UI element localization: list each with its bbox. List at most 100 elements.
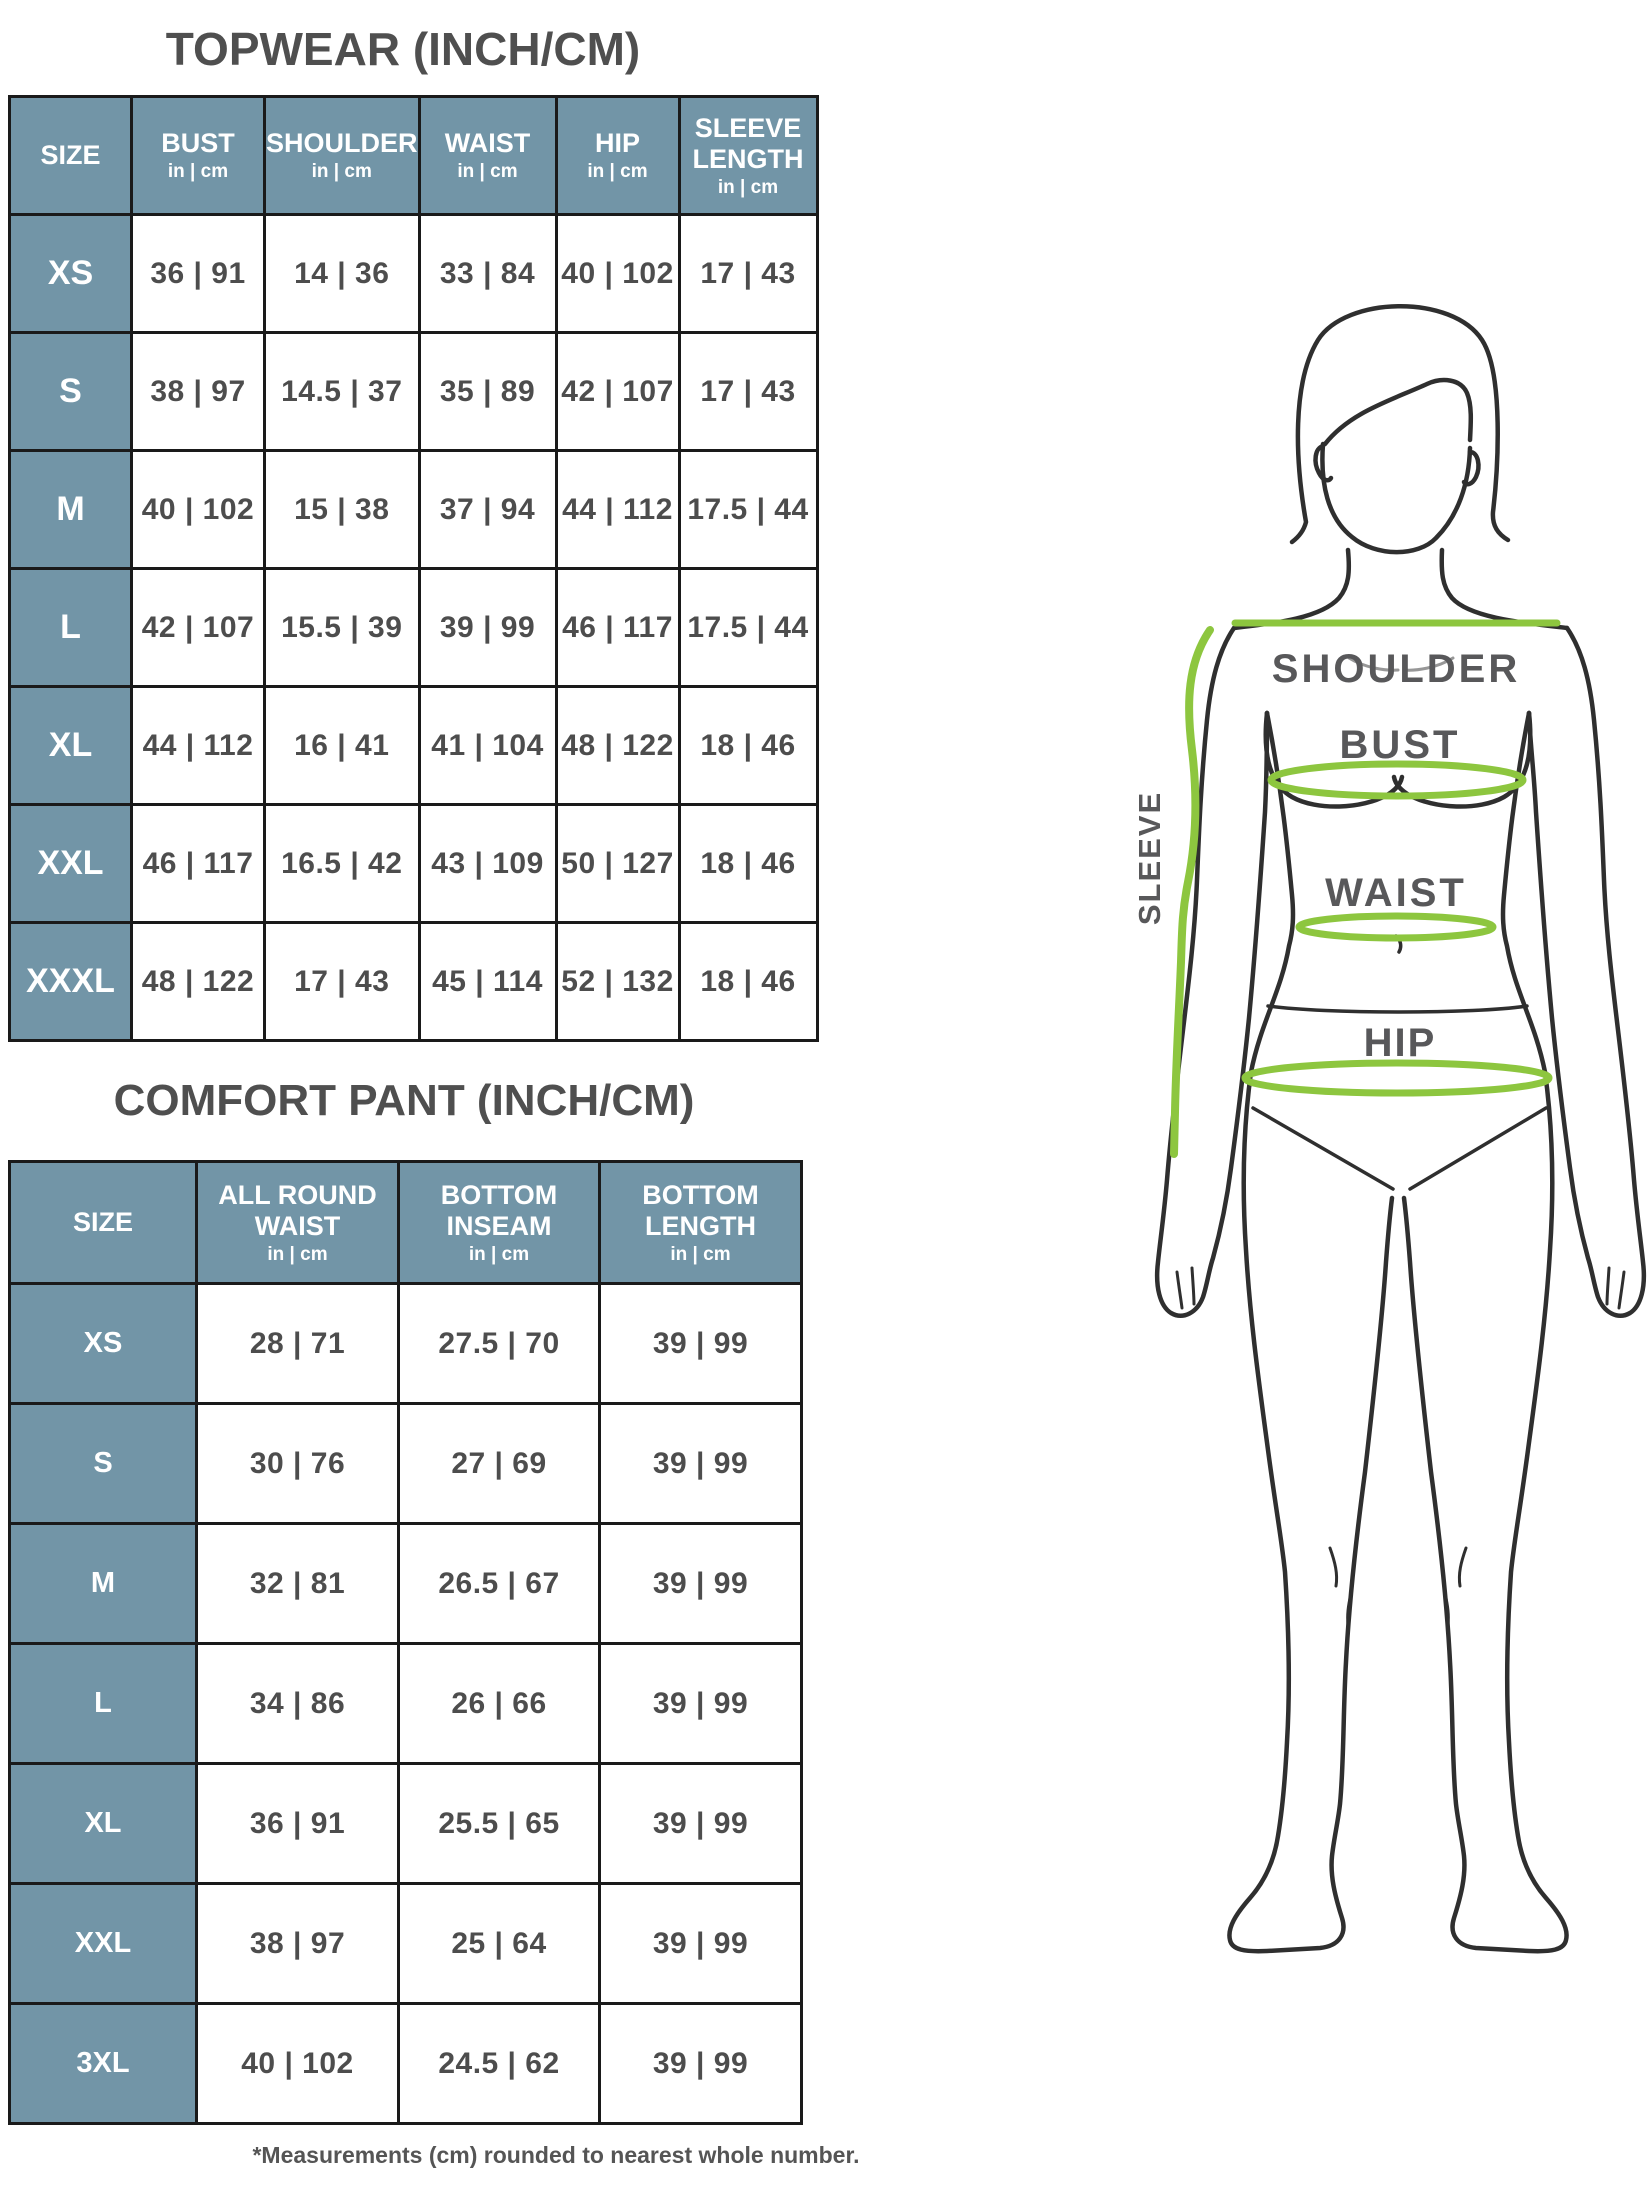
column-header-bottom-length: BOTTOM LENGTH in | cm — [598, 1160, 803, 1285]
column-label: SHOULDER — [266, 128, 418, 159]
measurement-cell: 36 | 91 — [195, 1762, 400, 1885]
column-label: BOTTOM LENGTH — [642, 1179, 759, 1241]
size-row-s: S 30 | 76 27 | 69 39 | 99 — [8, 1402, 803, 1525]
left-leg — [1227, 1069, 1395, 1954]
measurement-cell: 41 | 104 — [417, 685, 558, 806]
column-unit-label: in | cm — [587, 161, 648, 183]
collarbone-right — [1402, 656, 1455, 672]
hair-outline — [1289, 304, 1511, 545]
size-row-l: L 42 | 107 15.5 | 39 39 | 99 46 | 117 17.5 | … — [8, 567, 819, 688]
column-header-size: SIZE — [8, 1160, 198, 1285]
hip-label: HIP — [1364, 1021, 1437, 1065]
measurement-labels: SHOULDER BUST WAIST HIP SLEEVE — [1132, 647, 1520, 1065]
measurement-cell: 18 | 46 — [677, 921, 819, 1042]
measurement-cell: 27.5 | 70 — [397, 1282, 601, 1405]
left-arm — [1154, 625, 1270, 1318]
sleeve-label: SLEEVE — [1132, 791, 1167, 925]
measurement-cell: 25.5 | 65 — [397, 1762, 601, 1885]
right-knee-marks — [1443, 1546, 1468, 1626]
collarbone-left — [1347, 656, 1400, 672]
measurement-cell: 32 | 81 — [195, 1522, 400, 1645]
size-cell: L — [8, 1642, 198, 1765]
header-row: SIZE BUST in | cm SHOULDER in | cm WAIST in | … — [8, 95, 819, 216]
measurement-cell: 36 | 91 — [130, 213, 266, 334]
header-row: SIZE ALL ROUND WAIST in | cm BOTTOM INSEAM i… — [8, 1160, 803, 1285]
column-header-size: SIZE — [8, 95, 133, 216]
column-header-waist: WAIST in | cm — [417, 95, 558, 216]
size-cell: S — [8, 331, 133, 452]
measurement-cell: 14 | 36 — [263, 213, 421, 334]
size-cell: XL — [8, 685, 133, 806]
hip-top-line — [1266, 1004, 1529, 1014]
measurement-cell: 24.5 | 62 — [397, 2002, 601, 2125]
column-header-all-round-waist: ALL ROUND WAIST in | cm — [195, 1160, 400, 1285]
measurement-cell: 45 | 114 — [417, 921, 558, 1042]
measurement-cell: 40 | 102 — [554, 213, 681, 334]
measurement-cell: 39 | 99 — [598, 1522, 803, 1645]
measurement-cell: 17.5 | 44 — [677, 567, 819, 688]
column-header-shoulder: SHOULDER in | cm — [263, 95, 421, 216]
measurement-cell: 42 | 107 — [554, 331, 681, 452]
measurement-cell: 33 | 84 — [417, 213, 558, 334]
bust-measure-ellipse — [1267, 760, 1527, 800]
column-label: SIZE — [40, 139, 101, 170]
bust-curve-left — [1263, 710, 1405, 809]
shoulder-label: SHOULDER — [1272, 647, 1520, 691]
measurement-cell: 39 | 99 — [417, 567, 558, 688]
measurement-cell: 44 | 112 — [130, 685, 266, 806]
column-unit-label: in | cm — [468, 1243, 530, 1265]
measurement-cell: 44 | 112 — [554, 449, 681, 570]
topwear-size-table: SIZE BUST in | cm SHOULDER in | cm WAIST in | … — [8, 95, 819, 1042]
measurement-cell: 18 | 46 — [677, 803, 819, 924]
column-label: SLEEVE LENGTH — [692, 112, 804, 174]
size-cell: 3XL — [8, 2002, 198, 2125]
column-label: HIP — [595, 128, 641, 159]
column-header-sleeve-length: SLEEVE LENGTH in | cm — [677, 95, 819, 216]
measurement-cell: 38 | 97 — [195, 1882, 400, 2005]
size-cell: L — [8, 567, 133, 688]
measurement-cell: 42 | 107 — [130, 567, 266, 688]
measurement-lines — [1170, 619, 1561, 1158]
column-label: BUST — [161, 128, 235, 159]
column-unit-label: in | cm — [457, 161, 518, 183]
measurement-cell: 37 | 94 — [417, 449, 558, 570]
measurement-cell: 39 | 99 — [598, 1402, 803, 1525]
size-row-xs: XS 36 | 91 14 | 36 33 | 84 40 | 102 17 | 43 — [8, 213, 819, 334]
waist-measure-ellipse — [1295, 912, 1497, 942]
size-cell: XXL — [8, 1882, 198, 2005]
neck-right — [1439, 547, 1570, 631]
measurement-cell: 15 | 38 — [263, 449, 421, 570]
body-outline-illustration: SHOULDER BUST WAIST HIP SLEEVE — [1132, 304, 1647, 1954]
measurement-footnote: *Measurements (cm) rounded to nearest wh… — [252, 2142, 860, 2168]
torso-left-side — [1248, 710, 1296, 1075]
measurement-cell: 40 | 102 — [130, 449, 266, 570]
measurement-cell: 27 | 69 — [397, 1402, 601, 1525]
waist-label: WAIST — [1325, 871, 1467, 915]
measurement-cell: 17 | 43 — [263, 921, 421, 1042]
size-row-xxxl: XXXL 48 | 122 17 | 43 45 | 114 52 | 132 18 | … — [8, 921, 819, 1042]
measurement-cell: 39 | 99 — [598, 1762, 803, 1885]
measurement-cell: 46 | 117 — [130, 803, 266, 924]
measurement-cell: 39 | 99 — [598, 1642, 803, 1765]
measurement-cell: 39 | 99 — [598, 1882, 803, 2005]
column-label: WAIST — [444, 128, 531, 159]
column-label: SIZE — [72, 1206, 133, 1237]
measurement-cell: 18 | 46 — [677, 685, 819, 806]
column-unit-label: in | cm — [167, 161, 229, 183]
bust-label: BUST — [1340, 723, 1461, 767]
column-header-bust: BUST in | cm — [130, 95, 266, 216]
measurement-cell: 30 | 76 — [195, 1402, 400, 1525]
measurement-cell: 40 | 102 — [195, 2002, 400, 2125]
size-row-xl: XL 36 | 91 25.5 | 65 39 | 99 — [8, 1762, 803, 1885]
size-row-xs: XS 28 | 71 27.5 | 70 39 | 99 — [8, 1282, 803, 1405]
measurement-cell: 52 | 132 — [554, 921, 681, 1042]
size-row-3xl: 3XL 40 | 102 24.5 | 62 39 | 99 — [8, 2002, 803, 2125]
measurement-cell: 26 | 66 — [397, 1642, 601, 1765]
measurement-cell: 14.5 | 37 — [263, 331, 421, 452]
hair-fringe — [1322, 377, 1474, 447]
size-cell: S — [8, 1402, 198, 1525]
measurement-cell: 34 | 86 — [195, 1642, 400, 1765]
column-unit-label: in | cm — [670, 1243, 731, 1265]
size-cell: XS — [8, 1282, 198, 1405]
size-row-xxl: XXL 38 | 97 25 | 64 39 | 99 — [8, 1882, 803, 2005]
